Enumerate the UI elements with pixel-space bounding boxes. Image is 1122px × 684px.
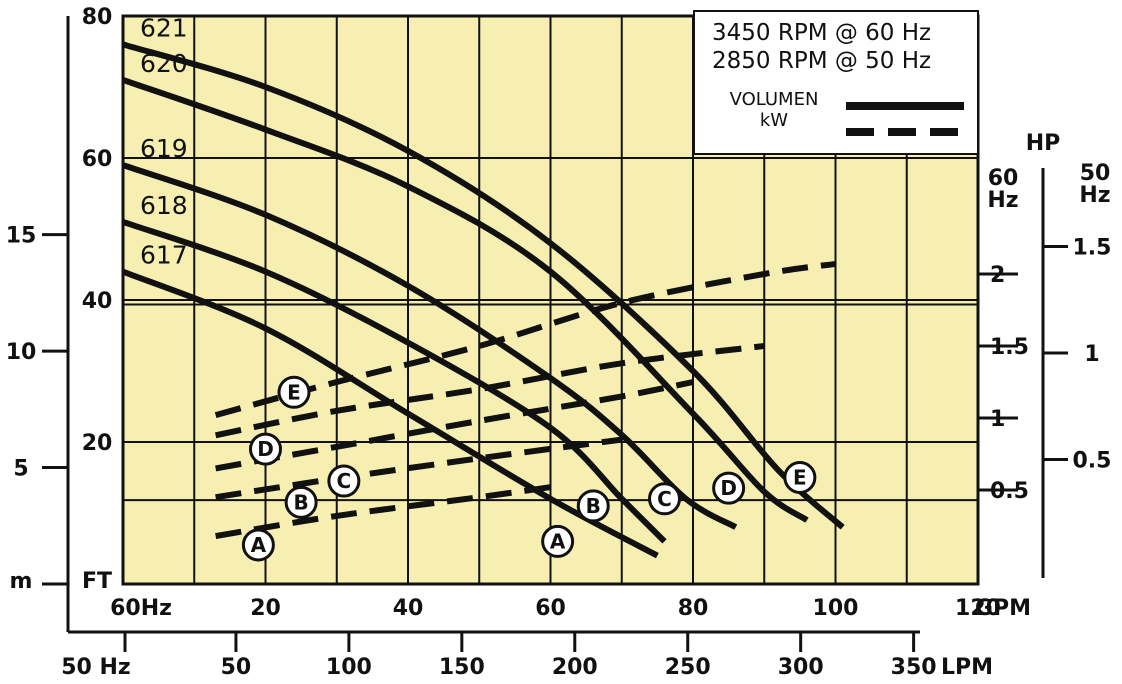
power-curve-E [214,260,836,419]
ft-tick-label: 60 [82,147,113,172]
curve-marker-D: D [257,437,274,461]
curve-marker-circle [284,485,318,519]
curve-marker-E: E [287,380,301,404]
curve-marker-circle [541,524,575,558]
hp60-tick-label: 1 [990,407,1005,432]
hp-50hz-label-line2: Hz [1079,183,1110,208]
axis-text: FT m GPM 60Hz LPM 50 Hz HP [10,131,1061,680]
curve-marker-A: A [251,533,267,557]
curve-marker-circle [783,461,817,494]
gpm-axis-label: GPM [975,596,1031,621]
m-tick-label: 15 [6,224,37,249]
power-curve-B [215,436,623,501]
lpm-tick-label: 150 [439,655,485,680]
curve-marker-D: D [720,476,737,500]
hp-60hz-label-line2: Hz [987,188,1018,213]
ft-tick-label: 80 [82,5,113,30]
hp-60hz-label-line1: 60 [988,166,1019,191]
hp50-tick-label: 0.5 [1073,449,1112,474]
head-curve-618 [122,219,667,544]
hp60-tick-label: 0.5 [990,479,1029,504]
hp-axis-title: HP [1026,131,1061,156]
lpm-tick-label: 200 [552,655,598,680]
hp60-tick-label: 1.5 [990,335,1029,360]
curve-marker-circle [241,528,275,562]
gpm-60hz-label: 60Hz [110,596,172,621]
curve-marker-circle [277,375,311,409]
gpm-tick-label: 20 [250,596,281,621]
curve-marker-B: B [294,490,309,514]
curve-marker-C: C [657,487,672,511]
head-curve-label-621: 621 [140,13,188,42]
power-curve-D [215,343,765,439]
power-curve-C [215,379,694,472]
legend-kw-label: kW [760,110,788,131]
speed-50hz-label: 2850 RPM @ 50 Hz [712,48,931,74]
lpm-tick-label: 250 [665,655,711,680]
lpm-tick-label: 300 [778,655,824,680]
gpm-tick-label: 40 [393,596,424,621]
lpm-axis-label: LPM [941,655,993,680]
curve-marker-E: E [793,466,807,490]
hp60-tick-label: 2 [990,263,1005,288]
curve-marker-circle [648,482,681,516]
curve-marker-C: C [337,469,352,493]
head-curve-620 [122,77,809,523]
ft-tick-label: 40 [82,289,113,314]
head-curve-label-620: 620 [140,49,188,78]
gpm-tick-label: 100 [813,596,859,621]
gpm-tick-label: 80 [678,596,709,621]
head-curve-label-619: 619 [140,134,188,163]
hp-50hz-label-line1: 50 [1080,161,1111,186]
curve-marker-circle [327,464,361,498]
curve-marker-circle [712,471,746,505]
m-tick-label: 5 [13,457,28,482]
power-curve-A [215,484,551,540]
ft-tick-label: 20 [82,431,113,456]
lpm-tick-label: 100 [326,655,372,680]
m-tick-label: 10 [6,340,37,365]
curve-marker-circle [576,489,610,523]
hp50-tick-label: 1.5 [1073,236,1112,261]
ft-axis-label: FT [82,569,112,594]
lpm-tick-label: 50 [221,655,252,680]
curve-marker-circle [249,432,282,466]
legend-box: 3450 RPM @ 60 Hz 2850 RPM @ 50 Hz VOLUME… [693,10,979,155]
gpm-tick-label: 120 [955,596,1001,621]
head-curve-label-618: 618 [140,191,188,220]
head-curve-621 [122,41,845,530]
lpm-tick-label: 350 [891,655,937,680]
legend-volumen-label: VOLUMEN [730,89,819,110]
hp50-tick-label: 1 [1084,342,1099,367]
head-curve-label-617: 617 [140,241,188,270]
lpm-50hz-label: 50 Hz [61,655,131,680]
gpm-tick-label: 60 [535,596,566,621]
m-axis-label: m [10,569,33,594]
curve-marker-B: B [586,494,601,518]
curve-marker-A: A [550,529,566,553]
speed-60hz-label: 3450 RPM @ 60 Hz [712,20,931,46]
